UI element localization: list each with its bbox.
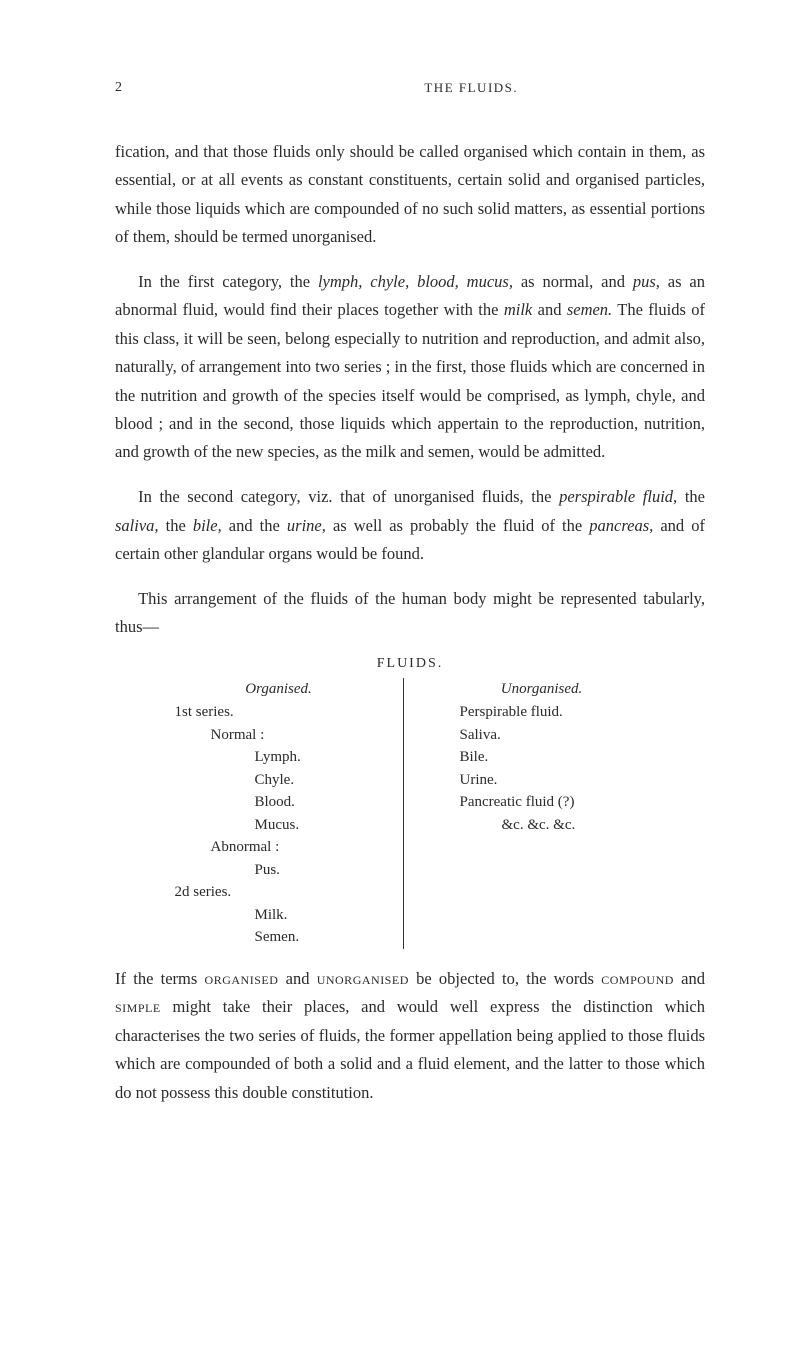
list-item: &c. &c. &c. [428, 814, 656, 837]
text-run: might take their places, and would well … [115, 997, 705, 1101]
fluids-table: Organised. 1st series. Normal : Lymph. C… [115, 678, 705, 949]
page-number: 2 [115, 80, 123, 96]
running-title: THE FLUIDS. [424, 80, 518, 96]
list-item: Abnormal : [165, 836, 393, 859]
list-item: Blood. [165, 791, 393, 814]
list-item: Lymph. [165, 746, 393, 769]
fluids-col-organised: Organised. 1st series. Normal : Lymph. C… [165, 678, 404, 949]
text-run: In the second category, viz. that of uno… [138, 487, 559, 506]
fluids-heading: FLUIDS. [115, 656, 705, 672]
smallcaps-run: organised [205, 969, 279, 988]
paragraph-3: In the second category, viz. that of uno… [115, 483, 705, 568]
italic-run: bile, [193, 516, 222, 535]
text-run: as normal, and [513, 272, 633, 291]
list-item: Semen. [165, 926, 393, 949]
list-item: Mucus. [165, 814, 393, 837]
italic-run: perspirable fluid, [559, 487, 677, 506]
paragraph-1: fication, and that those fluids only sho… [115, 138, 705, 252]
italic-run: pus, [633, 272, 660, 291]
italic-run: lymph, chyle, blood, mucus, [318, 272, 513, 291]
fluids-table-inner: Organised. 1st series. Normal : Lymph. C… [165, 678, 656, 949]
text-run: as well as probably the fluid of the [326, 516, 589, 535]
page-container: 2 THE FLUIDS. fication, and that those f… [0, 0, 800, 1177]
page-header: 2 THE FLUIDS. [115, 80, 705, 96]
italic-run: saliva, [115, 516, 159, 535]
text-run: be objected to, the words [409, 969, 601, 988]
list-item: Milk. [165, 904, 393, 927]
list-item: 2d series. [165, 881, 393, 904]
text-run: If the terms [115, 969, 205, 988]
text-run: and the [222, 516, 287, 535]
list-item: Normal : [165, 724, 393, 747]
list-item: 1st series. [165, 701, 393, 724]
italic-run: urine, [287, 516, 326, 535]
list-item: Perspirable fluid. [428, 701, 656, 724]
smallcaps-run: unorganised [317, 969, 409, 988]
text-run: In the first category, the [138, 272, 318, 291]
text-run: and [532, 300, 567, 319]
list-item: Saliva. [428, 724, 656, 747]
list-item: Pancreatic fluid (?) [428, 791, 656, 814]
text-run: and [278, 969, 316, 988]
paragraph-5: If the terms organised and unorganised b… [115, 965, 705, 1107]
paragraph-2: In the first category, the lymph, chyle,… [115, 268, 705, 467]
list-item: Urine. [428, 769, 656, 792]
italic-run: milk [504, 300, 532, 319]
text-run: and [674, 969, 705, 988]
col-head-unorganised: Unorganised. [428, 678, 656, 701]
text-run: fication, and that those fluids only sho… [115, 142, 705, 246]
text-run: The fluids of this class, it will be see… [115, 300, 705, 461]
italic-run: semen. [567, 300, 612, 319]
list-item: Pus. [165, 859, 393, 882]
italic-run: pancreas, [589, 516, 653, 535]
text-run: the [159, 516, 193, 535]
smallcaps-run: compound [601, 969, 674, 988]
smallcaps-run: simple [115, 997, 161, 1016]
col-head-organised: Organised. [165, 678, 393, 701]
text-run: This arrangement of the fluids of the hu… [115, 589, 705, 636]
paragraph-4: This arrangement of the fluids of the hu… [115, 585, 705, 642]
list-item: Bile. [428, 746, 656, 769]
list-item: Chyle. [165, 769, 393, 792]
text-run: the [677, 487, 705, 506]
fluids-col-unorganised: Unorganised. Perspirable fluid. Saliva. … [404, 678, 656, 949]
